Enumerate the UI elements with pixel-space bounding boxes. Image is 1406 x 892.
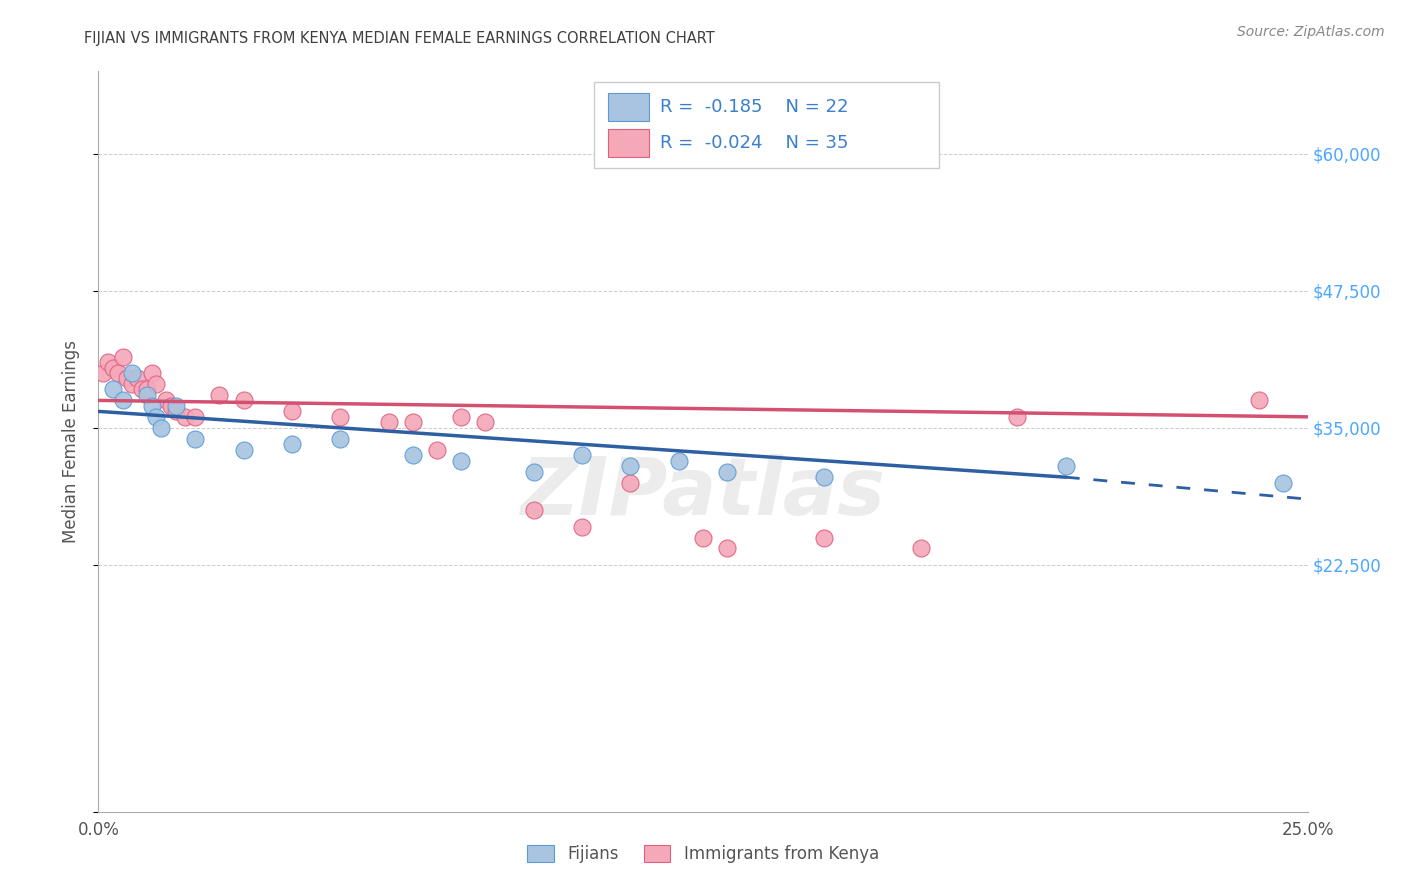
Point xyxy=(174,409,197,424)
Point xyxy=(150,421,173,435)
Point xyxy=(208,388,231,402)
Point xyxy=(450,454,472,468)
Point xyxy=(813,470,835,484)
Point xyxy=(716,541,738,556)
FancyBboxPatch shape xyxy=(595,82,939,168)
Point xyxy=(329,409,352,424)
Text: ZIPatlas: ZIPatlas xyxy=(520,454,886,533)
Point xyxy=(141,399,163,413)
Point xyxy=(377,415,399,429)
Point xyxy=(571,519,593,533)
Point xyxy=(97,355,120,369)
Point xyxy=(813,531,835,545)
Text: FIJIAN VS IMMIGRANTS FROM KENYA MEDIAN FEMALE EARNINGS CORRELATION CHART: FIJIAN VS IMMIGRANTS FROM KENYA MEDIAN F… xyxy=(84,31,716,46)
Point xyxy=(426,442,449,457)
Point xyxy=(155,393,177,408)
Point xyxy=(1007,409,1029,424)
Point xyxy=(135,383,157,397)
Point xyxy=(910,541,932,556)
Point xyxy=(474,415,496,429)
Point xyxy=(1054,459,1077,474)
Text: R =  -0.024    N = 35: R = -0.024 N = 35 xyxy=(659,134,849,152)
Point xyxy=(111,393,134,408)
Text: Source: ZipAtlas.com: Source: ZipAtlas.com xyxy=(1237,25,1385,39)
Point xyxy=(402,415,425,429)
Legend: Fijians, Immigrants from Kenya: Fijians, Immigrants from Kenya xyxy=(520,838,886,870)
Point xyxy=(127,371,149,385)
Point xyxy=(107,366,129,380)
Point xyxy=(281,404,304,418)
Point xyxy=(145,376,167,391)
Point xyxy=(101,360,124,375)
Point xyxy=(716,465,738,479)
Point xyxy=(141,366,163,380)
Point xyxy=(131,383,153,397)
Point xyxy=(523,503,546,517)
Text: R =  -0.185    N = 22: R = -0.185 N = 22 xyxy=(659,98,849,116)
Point xyxy=(184,432,207,446)
Point xyxy=(101,383,124,397)
Point xyxy=(619,475,641,490)
Point xyxy=(135,388,157,402)
Point xyxy=(111,350,134,364)
Point xyxy=(184,409,207,424)
Point xyxy=(450,409,472,424)
FancyBboxPatch shape xyxy=(607,129,650,157)
Point xyxy=(402,448,425,462)
Point xyxy=(232,442,254,457)
Point xyxy=(165,404,187,418)
FancyBboxPatch shape xyxy=(607,94,650,121)
Point xyxy=(619,459,641,474)
Y-axis label: Median Female Earnings: Median Female Earnings xyxy=(62,340,80,543)
Point xyxy=(571,448,593,462)
Point xyxy=(1272,475,1295,490)
Point xyxy=(145,409,167,424)
Point xyxy=(281,437,304,451)
Point xyxy=(165,399,187,413)
Point xyxy=(668,454,690,468)
Point xyxy=(523,465,546,479)
Point xyxy=(329,432,352,446)
Point xyxy=(232,393,254,408)
Point xyxy=(692,531,714,545)
Point xyxy=(117,371,139,385)
Point xyxy=(160,399,183,413)
Point xyxy=(121,366,143,380)
Point xyxy=(1249,393,1271,408)
Point xyxy=(121,376,143,391)
Point xyxy=(91,366,114,380)
